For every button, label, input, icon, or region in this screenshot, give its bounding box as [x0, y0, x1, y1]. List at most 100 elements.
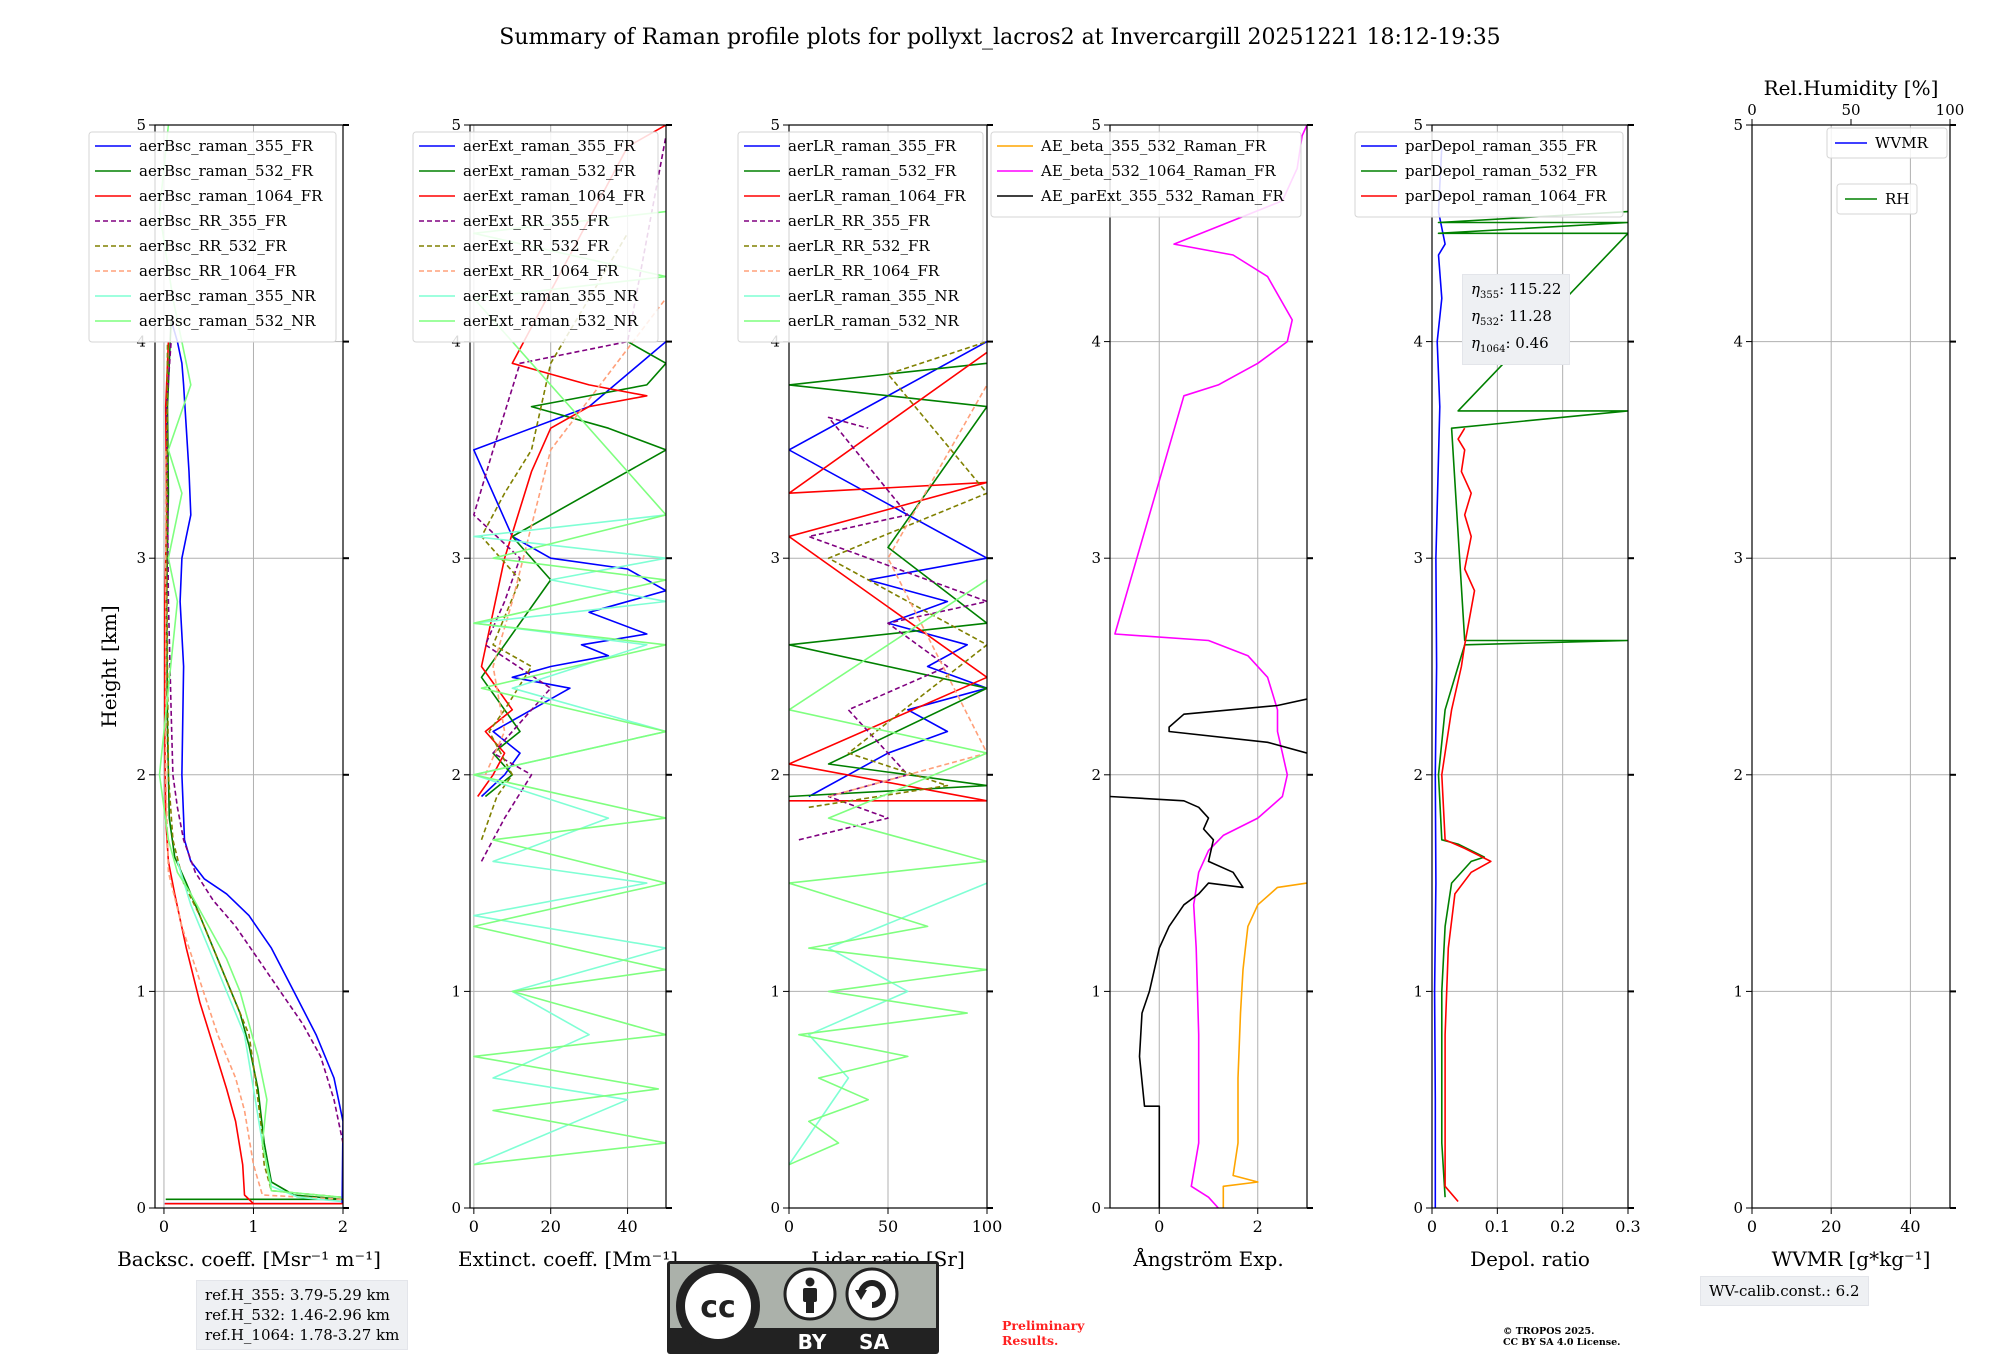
legend-label: WVMR — [1875, 134, 1929, 152]
y-tick-label: 0 — [136, 1199, 146, 1217]
series-line-parDepol_raman_355_FR — [1433, 146, 1446, 1208]
sa-label: SA — [859, 1330, 889, 1354]
figure-title: Summary of Raman profile plots for polly… — [499, 25, 1500, 50]
y-tick-label: 2 — [770, 766, 780, 784]
legend-label: aerExt_raman_355_FR — [463, 137, 636, 155]
x-tick-label: 0.3 — [1615, 1217, 1640, 1236]
series-line-aerLR_raman_532_NR — [789, 579, 987, 1166]
y-tick-label: 3 — [451, 549, 461, 567]
y-tick-label: 0 — [451, 1199, 461, 1217]
axes-frame — [1109, 124, 1308, 1209]
legend-box — [990, 131, 1302, 218]
wv-calib-box: WV-calib.const.: 6.2 — [1700, 1276, 1869, 1306]
legend-label: AE_beta_355_532_Raman_FR — [1040, 137, 1267, 155]
eta-355: 115.22 — [1508, 280, 1562, 298]
axes-frame — [1431, 124, 1629, 1209]
legend-box — [737, 131, 984, 343]
series-line-parDepol_raman_532_FR — [1437, 210, 1628, 1198]
panel-angstrom: 0 2 0 1 2 3 4 5 Ångström Exp. AE_beta_355_532_Ram… — [990, 116, 1313, 1271]
x-tick-label: 0 — [159, 1217, 169, 1236]
panel-water_vapor: 0 20 40 0 1 2 3 4 5 WVMR [g*kg⁻¹] 0 50 100Rel.Humidi… — [1733, 76, 1964, 1271]
axes-frame — [1751, 124, 1951, 1209]
wv-calib-value: WV-calib.const.: 6.2 — [1709, 1282, 1860, 1300]
series-line-aerBsc_raman_1064_FR — [164, 341, 343, 1205]
y-tick-label: 3 — [136, 549, 146, 567]
series-group — [158, 125, 343, 1205]
legend-label: aerLR_raman_355_FR — [788, 137, 957, 155]
x-tick-label: 0.1 — [1485, 1217, 1510, 1236]
y-tick-label: 0 — [1091, 1199, 1101, 1217]
by-icon-body — [803, 1288, 817, 1302]
legend-label: aerLR_raman_532_NR — [788, 312, 959, 330]
legend-label: AE_beta_532_1064_Raman_FR — [1040, 162, 1276, 180]
series-line-aerBsc_raman_355_NR — [176, 861, 342, 1203]
x2-axis-label: Rel.Humidity [%] — [1764, 76, 1939, 100]
legend-label: aerBsc_RR_1064_FR — [139, 262, 297, 280]
legend-label: parDepol_raman_532_FR — [1405, 162, 1598, 180]
y-tick-label: 3 — [770, 549, 780, 567]
y-tick-label: 5 — [1733, 116, 1743, 134]
ref-h-1064: ref.H_1064: 1.78-3.27 km — [205, 1326, 400, 1344]
y-tick-label: 4 — [1733, 333, 1743, 351]
y-tick-label: 2 — [451, 766, 461, 784]
x2-tick-label: 50 — [1841, 101, 1860, 119]
sa-icon-arc — [858, 1280, 886, 1308]
legend-label: aerBsc_raman_355_FR — [139, 137, 314, 155]
x-tick-label: 0 — [1427, 1217, 1437, 1236]
legend-label: parDepol_raman_1064_FR — [1405, 187, 1607, 205]
series-group — [1110, 125, 1307, 1208]
legend-label: aerBsc_raman_532_NR — [139, 312, 316, 330]
series-line-aerLR_raman_355_FR — [789, 340, 987, 798]
legend-label: aerLR_raman_355_NR — [788, 287, 959, 305]
by-label: BY — [798, 1330, 827, 1354]
legend-label: aerExt_RR_355_FR — [463, 212, 610, 230]
legend-label: aerBsc_RR_355_FR — [139, 212, 287, 230]
y-tick-label: 5 — [770, 116, 780, 134]
eta-532: 11.28 — [1508, 307, 1552, 325]
series-line-AE_beta_532_1064_Raman_FR — [1114, 125, 1307, 1208]
y-tick-label: 1 — [1413, 982, 1423, 1000]
x-tick-label: 0 — [1154, 1217, 1164, 1236]
by-icon-head — [805, 1277, 815, 1287]
y-tick-label: 0 — [770, 1199, 780, 1217]
y-tick-label: 5 — [1091, 116, 1101, 134]
y-tick-label: 1 — [136, 982, 146, 1000]
preliminary-note: Preliminary Results. — [1002, 1318, 1084, 1348]
legend-label: aerBsc_RR_532_FR — [139, 237, 287, 255]
x-axis-label: Depol. ratio — [1470, 1247, 1590, 1271]
series-group — [1433, 146, 1628, 1208]
x-tick-label: 0 — [1747, 1217, 1757, 1236]
x-tick-label: 0.2 — [1550, 1217, 1575, 1236]
panel-backscatter: 012012345Backsc. coeff. [Msr⁻¹ m⁻¹]Heigh… — [88, 116, 381, 1271]
x-tick-label: 0 — [469, 1217, 479, 1236]
sa-icon — [845, 1267, 899, 1321]
legend-label: aerLR_RR_355_FR — [788, 212, 930, 230]
x-axis-label: Ångström Exp. — [1132, 1246, 1283, 1271]
series-line-aerExt_raman_1064_FR — [477, 125, 666, 797]
panel-extinction: 02040012345Extinct. coeff. [Mm⁻¹]aerExt_… — [412, 116, 678, 1271]
series-line-aerExt_RR_532_FR — [480, 232, 629, 841]
legend-box — [1354, 131, 1624, 218]
legend-label: aerBsc_raman_532_FR — [139, 162, 314, 180]
x-tick-label: 20 — [541, 1217, 561, 1236]
y-tick-label: 3 — [1733, 549, 1743, 567]
series-line-aerExt_raman_532_FR — [480, 340, 666, 798]
series-line-aerExt_RR_1064_FR — [484, 297, 666, 776]
legend-label: aerExt_RR_1064_FR — [463, 262, 619, 280]
y-tick-label: 2 — [1413, 766, 1423, 784]
series-line-aerLR_RR_355_FR — [798, 416, 987, 841]
y-tick-label: 5 — [136, 116, 146, 134]
x-axis-label: Extinct. coeff. [Mm⁻¹] — [458, 1247, 678, 1271]
series-line-aerLR_raman_355_NR — [789, 882, 987, 1166]
x-tick-label: 50 — [878, 1217, 898, 1236]
cc-icon: cc — [700, 1290, 736, 1325]
legend-label: aerExt_raman_355_NR — [463, 287, 639, 305]
legend-box — [88, 131, 337, 343]
series-line-aerLR_raman_1064_FR — [789, 351, 987, 802]
legend-label: aerExt_raman_532_FR — [463, 162, 636, 180]
x-tick-label: 100 — [972, 1217, 1003, 1236]
y-tick-label: 2 — [1733, 766, 1743, 784]
y-tick-label: 2 — [1091, 766, 1101, 784]
series-line-aerExt_RR_355_FR — [472, 135, 666, 862]
series-line-aerBsc_RR_355_FR — [165, 341, 343, 1144]
